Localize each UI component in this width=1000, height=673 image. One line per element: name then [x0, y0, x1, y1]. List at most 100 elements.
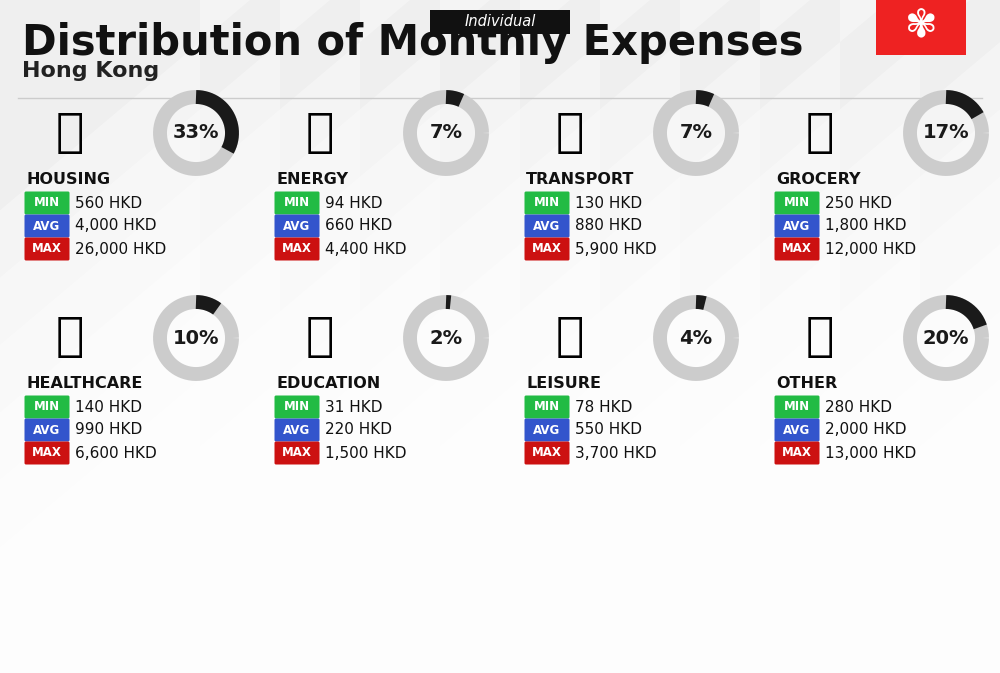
Text: MAX: MAX	[532, 446, 562, 460]
Text: 990 HKD: 990 HKD	[75, 423, 142, 437]
Text: 6,600 HKD: 6,600 HKD	[75, 446, 157, 460]
Text: Distribution of Monthly Expenses: Distribution of Monthly Expenses	[22, 22, 804, 64]
Text: 1,500 HKD: 1,500 HKD	[325, 446, 406, 460]
Text: AVG: AVG	[33, 219, 61, 232]
Text: HOUSING: HOUSING	[26, 172, 110, 186]
Text: GROCERY: GROCERY	[776, 172, 860, 186]
Text: 1,800 HKD: 1,800 HKD	[825, 219, 906, 234]
Text: 280 HKD: 280 HKD	[825, 400, 892, 415]
Text: 2%: 2%	[429, 328, 463, 347]
FancyBboxPatch shape	[774, 419, 820, 441]
FancyBboxPatch shape	[274, 419, 320, 441]
Text: 31 HKD: 31 HKD	[325, 400, 382, 415]
FancyBboxPatch shape	[274, 192, 320, 215]
FancyBboxPatch shape	[24, 441, 70, 464]
Text: ✾: ✾	[905, 7, 937, 45]
Text: 2,000 HKD: 2,000 HKD	[825, 423, 906, 437]
Text: 4,000 HKD: 4,000 HKD	[75, 219, 156, 234]
Text: 250 HKD: 250 HKD	[825, 195, 892, 211]
Text: MAX: MAX	[32, 446, 62, 460]
FancyBboxPatch shape	[524, 238, 570, 260]
Text: MAX: MAX	[32, 242, 62, 256]
FancyBboxPatch shape	[876, 0, 966, 55]
Text: AVG: AVG	[533, 423, 561, 437]
FancyBboxPatch shape	[774, 441, 820, 464]
Text: AVG: AVG	[783, 219, 811, 232]
Text: 12,000 HKD: 12,000 HKD	[825, 242, 916, 256]
Text: 17%: 17%	[923, 124, 969, 143]
Text: MAX: MAX	[782, 242, 812, 256]
FancyBboxPatch shape	[274, 215, 320, 238]
Text: 🛒: 🛒	[806, 110, 834, 155]
Text: 20%: 20%	[923, 328, 969, 347]
Text: 🎓: 🎓	[306, 316, 334, 361]
Text: 7%: 7%	[430, 124, 462, 143]
Text: TRANSPORT: TRANSPORT	[526, 172, 634, 186]
FancyBboxPatch shape	[24, 238, 70, 260]
Text: 3,700 HKD: 3,700 HKD	[575, 446, 657, 460]
Text: AVG: AVG	[283, 219, 311, 232]
Text: MIN: MIN	[284, 197, 310, 209]
Text: OTHER: OTHER	[776, 376, 837, 390]
Text: AVG: AVG	[33, 423, 61, 437]
Text: 140 HKD: 140 HKD	[75, 400, 142, 415]
Text: 26,000 HKD: 26,000 HKD	[75, 242, 166, 256]
FancyBboxPatch shape	[774, 215, 820, 238]
Text: LEISURE: LEISURE	[526, 376, 601, 390]
FancyBboxPatch shape	[430, 10, 570, 34]
Text: 5,900 HKD: 5,900 HKD	[575, 242, 657, 256]
Text: 33%: 33%	[173, 124, 219, 143]
FancyBboxPatch shape	[524, 396, 570, 419]
Text: 7%: 7%	[680, 124, 712, 143]
Text: MIN: MIN	[534, 197, 560, 209]
Text: 🛍: 🛍	[556, 316, 584, 361]
FancyBboxPatch shape	[24, 215, 70, 238]
Text: 🏢: 🏢	[56, 110, 84, 155]
Text: AVG: AVG	[783, 423, 811, 437]
Text: 660 HKD: 660 HKD	[325, 219, 392, 234]
Text: 💳: 💳	[806, 316, 834, 361]
Text: 880 HKD: 880 HKD	[575, 219, 642, 234]
FancyBboxPatch shape	[774, 396, 820, 419]
Text: MIN: MIN	[34, 197, 60, 209]
FancyBboxPatch shape	[524, 441, 570, 464]
Text: 10%: 10%	[173, 328, 219, 347]
Text: 220 HKD: 220 HKD	[325, 423, 392, 437]
FancyBboxPatch shape	[524, 215, 570, 238]
Text: Individual: Individual	[464, 15, 536, 30]
Text: MIN: MIN	[34, 400, 60, 413]
Text: MIN: MIN	[784, 197, 810, 209]
FancyBboxPatch shape	[24, 419, 70, 441]
Text: AVG: AVG	[533, 219, 561, 232]
Text: MAX: MAX	[282, 242, 312, 256]
Text: Hong Kong: Hong Kong	[22, 61, 159, 81]
Text: 🚌: 🚌	[556, 110, 584, 155]
Text: HEALTHCARE: HEALTHCARE	[26, 376, 142, 390]
Text: EDUCATION: EDUCATION	[276, 376, 380, 390]
Text: MAX: MAX	[532, 242, 562, 256]
Text: 4%: 4%	[679, 328, 713, 347]
FancyBboxPatch shape	[524, 419, 570, 441]
Text: MAX: MAX	[282, 446, 312, 460]
FancyBboxPatch shape	[774, 192, 820, 215]
FancyBboxPatch shape	[24, 396, 70, 419]
Text: 78 HKD: 78 HKD	[575, 400, 632, 415]
Text: 4,400 HKD: 4,400 HKD	[325, 242, 406, 256]
Text: 560 HKD: 560 HKD	[75, 195, 142, 211]
Text: MIN: MIN	[284, 400, 310, 413]
FancyBboxPatch shape	[274, 238, 320, 260]
FancyBboxPatch shape	[274, 441, 320, 464]
Text: 🏥: 🏥	[56, 316, 84, 361]
Text: 550 HKD: 550 HKD	[575, 423, 642, 437]
Text: 130 HKD: 130 HKD	[575, 195, 642, 211]
FancyBboxPatch shape	[524, 192, 570, 215]
Text: MIN: MIN	[784, 400, 810, 413]
FancyBboxPatch shape	[24, 192, 70, 215]
Text: MIN: MIN	[534, 400, 560, 413]
Text: AVG: AVG	[283, 423, 311, 437]
Text: 13,000 HKD: 13,000 HKD	[825, 446, 916, 460]
Text: 🔌: 🔌	[306, 110, 334, 155]
Text: 94 HKD: 94 HKD	[325, 195, 382, 211]
FancyBboxPatch shape	[774, 238, 820, 260]
Text: ENERGY: ENERGY	[276, 172, 348, 186]
